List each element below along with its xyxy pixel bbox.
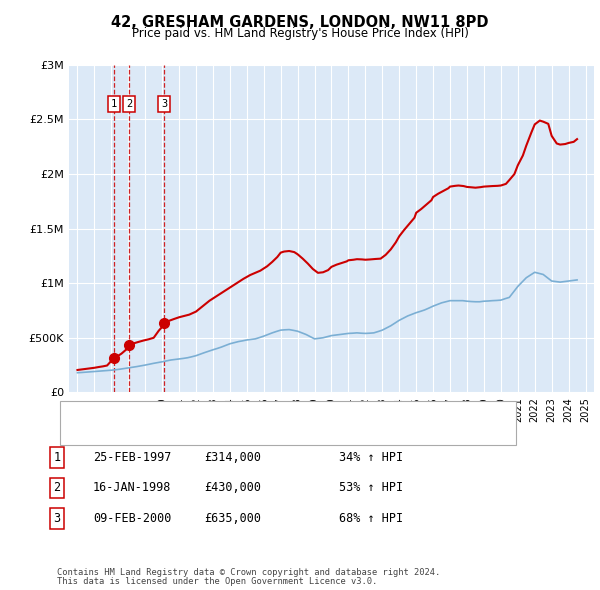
Text: £635,000: £635,000 (204, 512, 261, 525)
Text: 42, GRESHAM GARDENS, LONDON, NW11 8PD: 42, GRESHAM GARDENS, LONDON, NW11 8PD (111, 15, 489, 30)
Text: £430,000: £430,000 (204, 481, 261, 494)
Text: 1: 1 (53, 451, 61, 464)
Text: 42, GRESHAM GARDENS, LONDON, NW11 8PD (detached house): 42, GRESHAM GARDENS, LONDON, NW11 8PD (d… (97, 409, 433, 418)
Text: 2: 2 (53, 481, 61, 494)
Text: 3: 3 (53, 512, 61, 525)
Text: £314,000: £314,000 (204, 451, 261, 464)
Text: This data is licensed under the Open Government Licence v3.0.: This data is licensed under the Open Gov… (57, 578, 377, 586)
Text: Price paid vs. HM Land Registry's House Price Index (HPI): Price paid vs. HM Land Registry's House … (131, 27, 469, 40)
Text: 53% ↑ HPI: 53% ↑ HPI (339, 481, 403, 494)
Text: HPI: Average price, detached house, Barnet: HPI: Average price, detached house, Barn… (97, 428, 325, 438)
Text: 68% ↑ HPI: 68% ↑ HPI (339, 512, 403, 525)
Text: 09-FEB-2000: 09-FEB-2000 (93, 512, 172, 525)
Text: 2: 2 (126, 99, 132, 109)
Text: 34% ↑ HPI: 34% ↑ HPI (339, 451, 403, 464)
Text: 16-JAN-1998: 16-JAN-1998 (93, 481, 172, 494)
Text: 25-FEB-1997: 25-FEB-1997 (93, 451, 172, 464)
Text: 1: 1 (111, 99, 117, 109)
Text: Contains HM Land Registry data © Crown copyright and database right 2024.: Contains HM Land Registry data © Crown c… (57, 568, 440, 577)
Text: 3: 3 (161, 99, 167, 109)
